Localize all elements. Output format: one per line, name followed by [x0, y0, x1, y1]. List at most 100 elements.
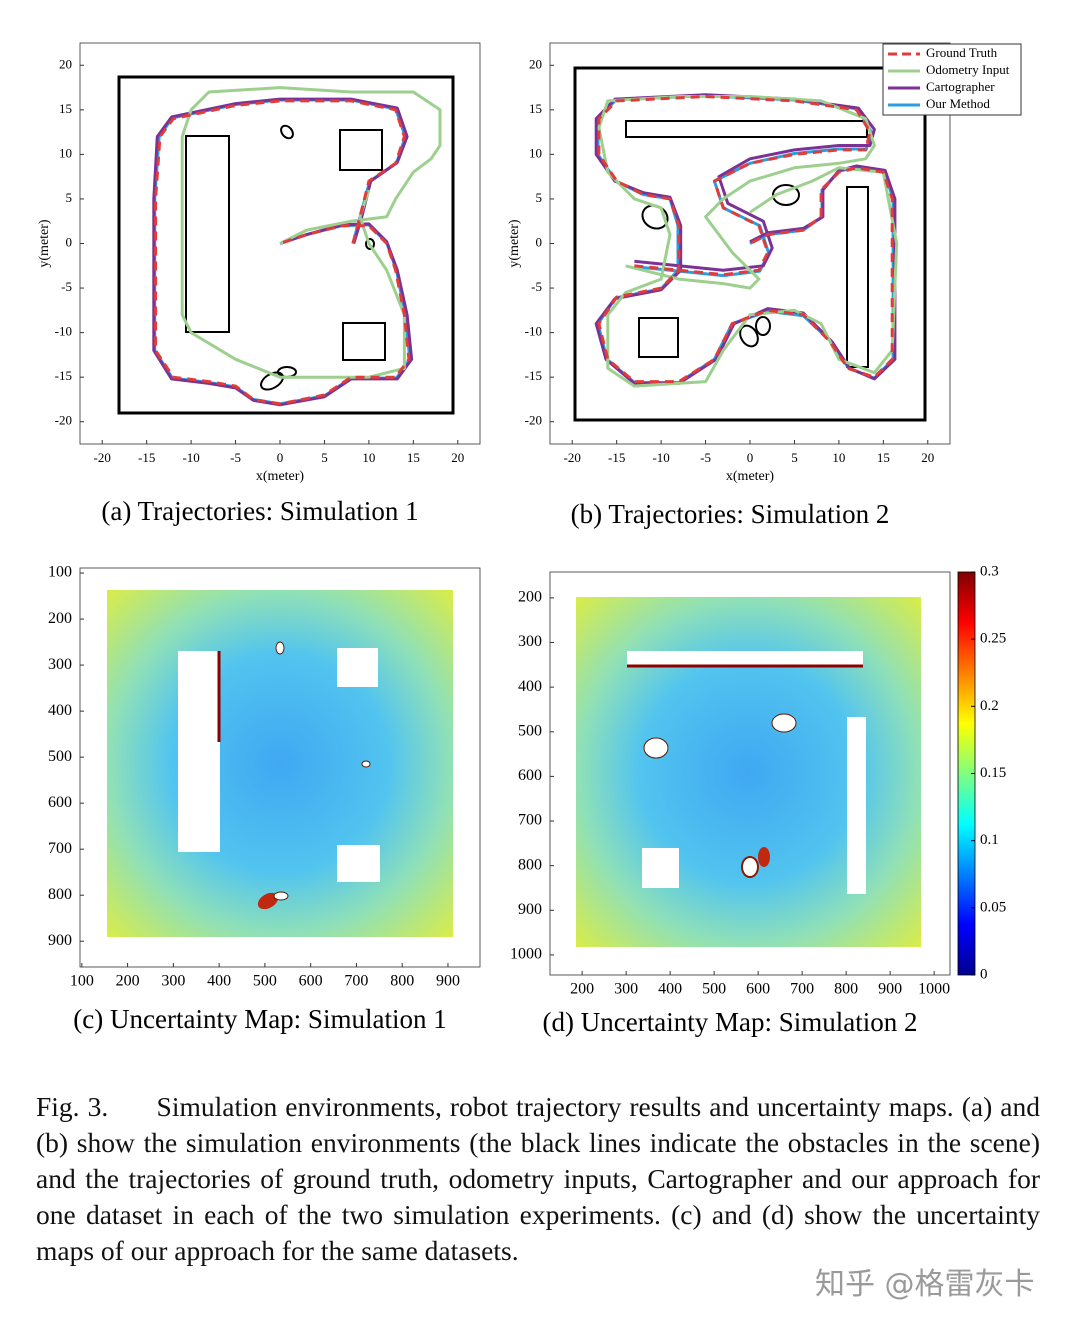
obstacle-hole — [337, 648, 378, 687]
obstacle — [280, 124, 294, 140]
environment-a — [117, 75, 455, 415]
obstacle-hole — [771, 713, 797, 733]
subfigure-caption: (d) Uncertainty Map: Simulation 2 — [543, 1007, 918, 1037]
y-tick-label: -15 — [525, 368, 542, 383]
obstacle — [339, 129, 383, 171]
obstacle — [739, 324, 759, 348]
y-tick-label: 300 — [518, 633, 542, 650]
trajectory — [596, 94, 895, 384]
obstacle-hole — [741, 856, 759, 878]
obstacle-hole — [178, 651, 220, 852]
obstacle — [260, 371, 284, 391]
y-tick-label: 5 — [536, 190, 543, 205]
axes-frame — [549, 571, 951, 976]
environment-b — [573, 66, 927, 422]
watermark: 知乎 @格雷灰卡 — [815, 1267, 1035, 1302]
axes-frame — [79, 567, 481, 968]
x-tick-label: -10 — [182, 450, 199, 465]
heatmap-image — [576, 597, 921, 947]
heatmap-c — [107, 590, 453, 937]
y-tick-label: 100 — [48, 564, 72, 581]
obstacle — [772, 184, 800, 206]
obstacle — [755, 316, 771, 336]
legend-label: Cartographer — [926, 79, 995, 94]
y-tick-label: 20 — [59, 56, 72, 71]
obstacle — [365, 238, 375, 250]
y-tick-label: 900 — [48, 932, 72, 949]
y-tick-label: 200 — [48, 610, 72, 627]
x-tick-label: 700 — [344, 973, 368, 990]
figure: -20 -15 -10 -5 0 5 10 15 20 -20 -15 -10 -5 0 5 10 15 20 x(… — [37, 42, 1022, 1037]
trajectory — [180, 86, 442, 379]
trajectory — [154, 99, 411, 406]
obstacle-hole — [642, 848, 679, 888]
x-tick-label: 5 — [321, 450, 328, 465]
x-tick-label: 5 — [791, 450, 798, 465]
obstacle-hole — [627, 651, 863, 667]
x-tick-label: -15 — [138, 450, 155, 465]
x-tick-label: -15 — [608, 450, 625, 465]
obstacle — [638, 317, 679, 358]
colorbar-tick-label: 0.1 — [980, 832, 999, 848]
x-tick-label: 10 — [832, 450, 845, 465]
y-tick-label: 20 — [529, 56, 542, 71]
y-tick-label: 10 — [529, 145, 542, 160]
x-axis-label: x(meter) — [726, 469, 775, 484]
obstacle-hole — [275, 641, 285, 655]
y-tick-label: -10 — [55, 324, 72, 339]
legend-label: Ground Truth — [926, 45, 998, 60]
colorbar-tick-label: 0.25 — [980, 631, 1006, 647]
y-tick-label: 800 — [48, 886, 72, 903]
y-tick-label: 500 — [48, 748, 72, 765]
x-tick-label: 400 — [658, 981, 682, 998]
x-tick-label: 20 — [921, 450, 934, 465]
y-tick-label: 15 — [59, 101, 72, 116]
legend-label: Odometry Input — [926, 62, 1010, 77]
y-tick-label: 700 — [48, 840, 72, 857]
x-tick-label: 20 — [451, 450, 464, 465]
y-tick-label: 200 — [518, 589, 542, 606]
y-tick-label: -20 — [55, 413, 72, 428]
x-tick-label: 100 — [70, 973, 94, 990]
obstacle-hole — [643, 737, 669, 759]
y-axis-label: y(meter) — [37, 219, 52, 268]
y-tick-label: 700 — [518, 812, 542, 829]
trajectory — [594, 93, 897, 385]
y-axis-label: y(meter) — [507, 219, 522, 268]
x-tick-label: -5 — [700, 450, 711, 465]
figure-caption: Fig. 3. Simulation environments, robot t… — [36, 1091, 1047, 1266]
colorbar-tick-label: 0.2 — [980, 698, 999, 714]
x-tick-label: 700 — [790, 981, 814, 998]
legend-box — [882, 43, 1022, 116]
x-tick-label: 800 — [390, 973, 414, 990]
y-tick-label: 400 — [48, 702, 72, 719]
boundary — [117, 75, 455, 415]
x-tick-label: 300 — [161, 973, 185, 990]
legend-label: Our Method — [926, 96, 990, 111]
x-tick-label: 400 — [207, 973, 231, 990]
x-tick-label: 600 — [746, 981, 770, 998]
subfigure-caption: (a) Trajectories: Simulation 1 — [101, 496, 418, 526]
x-tick-label: 300 — [614, 981, 638, 998]
colorbar-tick-label: 0 — [980, 966, 988, 982]
x-tick-label: 15 — [407, 450, 420, 465]
trajectory — [597, 95, 894, 384]
trajectory — [153, 98, 412, 406]
y-tick-label: -15 — [55, 368, 72, 383]
obstacle-hole — [337, 845, 380, 882]
y-tick-label: 600 — [518, 767, 542, 784]
x-axis-label: x(meter) — [256, 469, 305, 484]
subfigure-caption: (b) Trajectories: Simulation 2 — [571, 499, 890, 529]
y-tick-label: 1000 — [510, 946, 542, 963]
y-tick-label: 10 — [59, 145, 72, 160]
x-tick-label: 800 — [834, 981, 858, 998]
obstacle-hole — [361, 760, 371, 768]
x-tick-label: 600 — [299, 973, 323, 990]
boundary — [573, 66, 927, 422]
x-tick-label: 15 — [877, 450, 890, 465]
trajectory — [597, 95, 899, 388]
obstacle-hole — [273, 891, 289, 901]
obstacle — [277, 366, 297, 378]
x-tick-label: -5 — [230, 450, 241, 465]
y-tick-label: -5 — [531, 279, 542, 294]
